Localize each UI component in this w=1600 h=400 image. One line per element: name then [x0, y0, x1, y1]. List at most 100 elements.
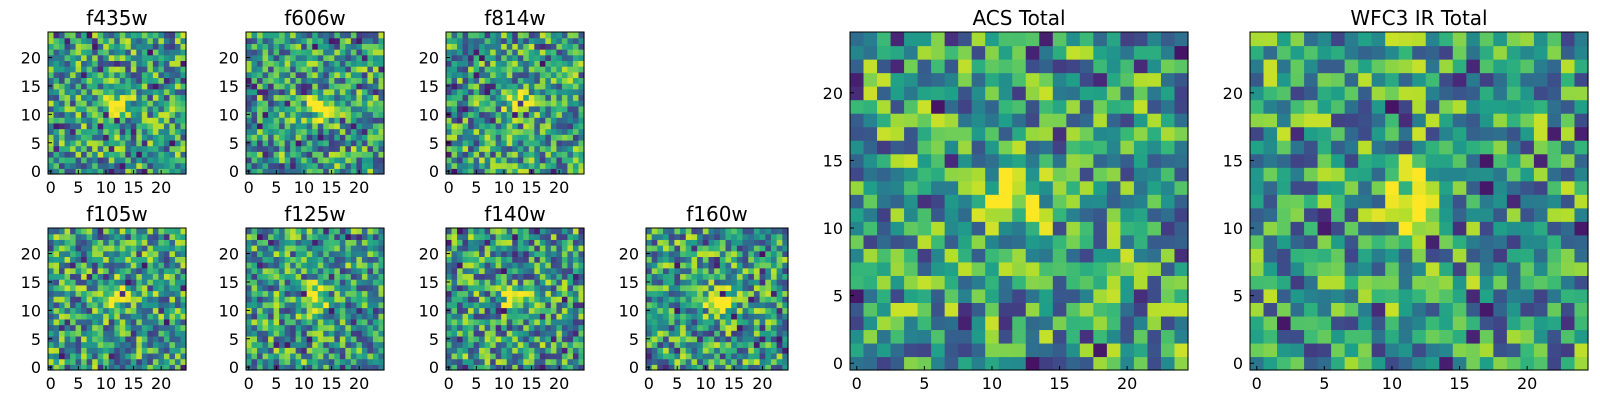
heatmap-cell	[59, 117, 66, 124]
heatmap-cell	[356, 49, 363, 56]
heatmap-cell	[484, 318, 491, 326]
heatmap-cell	[158, 347, 165, 354]
heatmap-cell	[736, 245, 744, 252]
heatmap-cell	[86, 273, 93, 280]
heatmap-cell	[462, 324, 469, 331]
heatmap-cell	[334, 145, 341, 152]
heatmap-cell	[301, 49, 308, 56]
heatmap-cell	[169, 330, 176, 337]
heatmap-cell	[578, 290, 585, 297]
heatmap-cells	[48, 228, 187, 371]
heatmap-cell	[545, 290, 552, 297]
heatmap-cell	[944, 248, 959, 263]
heatmap-cell	[578, 318, 585, 326]
heatmap-cell	[714, 324, 721, 331]
heatmap-cell	[539, 156, 546, 164]
heatmap-cell	[663, 358, 670, 365]
heatmap-cell	[462, 88, 469, 96]
heatmap-cell	[323, 239, 330, 246]
heatmap-cell	[97, 151, 104, 158]
heatmap-cell	[361, 324, 369, 331]
heatmap-cell	[306, 83, 313, 90]
heatmap-cell	[169, 290, 176, 297]
heatmap-cell	[674, 324, 681, 331]
heatmap-cell	[279, 156, 286, 164]
heatmap-cell	[295, 262, 302, 269]
heatmap-cell	[528, 267, 535, 275]
heatmap-cell	[462, 134, 469, 141]
heatmap-cell	[680, 313, 687, 320]
heatmap-cell	[708, 341, 715, 348]
heatmap-cell	[53, 347, 60, 354]
heatmap-cell	[572, 318, 580, 326]
heatmap-cell	[495, 279, 502, 286]
heatmap-cell	[273, 307, 280, 314]
x-tick-label: 20	[549, 374, 569, 393]
heatmap-cell	[75, 139, 82, 147]
heatmap-cell	[985, 180, 1000, 195]
heatmap-cell	[725, 256, 732, 263]
heatmap-cell	[578, 134, 585, 141]
heatmap-cell	[863, 275, 878, 290]
heatmap-cell	[268, 122, 275, 130]
heatmap-cell	[306, 347, 313, 354]
heatmap-cell	[572, 66, 580, 73]
heatmap-cell	[451, 145, 458, 152]
heatmap-cell	[251, 256, 258, 263]
heatmap-cell	[367, 341, 374, 348]
heatmap-cell	[59, 60, 66, 67]
heatmap-cell	[512, 117, 519, 124]
heatmap-cell	[479, 94, 486, 101]
heatmap-cell	[517, 66, 524, 73]
heatmap-cell	[158, 71, 165, 79]
heatmap-cell	[163, 301, 171, 309]
heatmap-cell	[484, 66, 491, 73]
heatmap-cell	[877, 302, 892, 317]
heatmap-cell	[295, 145, 302, 152]
heatmap-cell	[312, 66, 319, 73]
heatmap-cell	[312, 105, 319, 113]
heatmap-cell	[708, 228, 715, 235]
heatmap-cell	[517, 250, 524, 257]
heatmap-cell	[125, 256, 132, 263]
heatmap-cell	[944, 356, 959, 371]
heatmap-cell	[748, 239, 755, 246]
heatmap-cell	[674, 335, 681, 343]
heatmap-cell	[501, 233, 508, 240]
heatmap-cell	[48, 273, 55, 280]
heatmap-cell	[668, 318, 675, 326]
heatmap-cell	[512, 341, 519, 348]
heatmap-cell	[103, 54, 110, 61]
heatmap-cell	[753, 279, 761, 286]
heatmap-cell	[674, 313, 681, 320]
heatmap-cell	[323, 245, 330, 252]
heatmap-cell	[770, 318, 778, 326]
heatmap-cell	[663, 341, 670, 348]
heatmap-cell	[53, 54, 60, 61]
heatmap-cell	[674, 290, 681, 297]
y-tick-label: 0	[31, 162, 41, 181]
heatmap-cell	[75, 54, 82, 61]
heatmap-cell	[147, 330, 154, 337]
heatmap-cell	[53, 284, 60, 292]
heatmap-cell	[301, 83, 308, 90]
heatmap-cell	[1093, 180, 1108, 195]
heatmap-cell	[70, 239, 77, 246]
heatmap-cell	[312, 168, 319, 175]
heatmap-cell	[550, 43, 557, 50]
heatmap-cell	[765, 267, 772, 275]
heatmap-cell	[114, 145, 121, 152]
heatmap-cell	[130, 352, 137, 360]
heatmap-cell	[714, 352, 721, 360]
heatmap-cell	[1160, 126, 1176, 141]
heatmap-cell	[372, 341, 380, 348]
y-tick-label: 15	[21, 77, 41, 96]
heatmap-cell	[567, 88, 574, 96]
heatmap-cell	[944, 126, 959, 141]
heatmap-cell	[378, 273, 385, 280]
heatmap-cell	[680, 330, 687, 337]
heatmap-cell	[468, 341, 475, 348]
heatmap-cell	[1066, 126, 1081, 141]
heatmap-cell	[290, 273, 297, 280]
heatmap-cell	[528, 66, 535, 73]
